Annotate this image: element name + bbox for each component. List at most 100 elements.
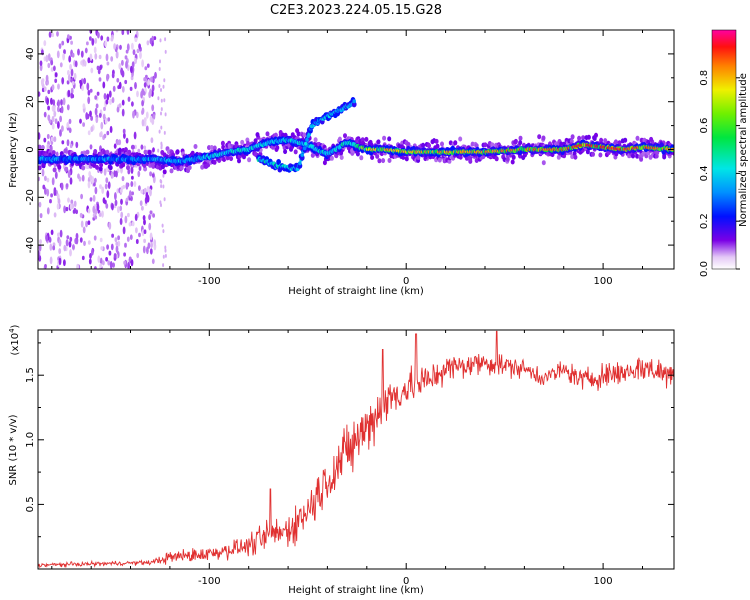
background-speckle — [162, 229, 165, 234]
background-speckle — [75, 232, 79, 240]
background-speckle — [121, 86, 125, 93]
background-speckle — [127, 262, 130, 269]
background-speckle — [141, 119, 145, 127]
background-speckle — [106, 93, 110, 101]
ridge-halo — [639, 156, 644, 162]
ridge-halo — [143, 149, 148, 155]
ridge-halo — [518, 135, 523, 141]
background-speckle — [72, 244, 75, 250]
ridge-halo — [581, 135, 586, 141]
background-speckle — [98, 54, 102, 60]
background-speckle — [138, 232, 141, 238]
background-speckle — [99, 132, 102, 138]
background-speckle — [83, 240, 86, 246]
background-speckle — [69, 143, 73, 149]
background-speckle — [132, 110, 135, 119]
background-speckle — [57, 83, 60, 90]
ridge-halo — [339, 155, 344, 160]
snr-ylabel: SNR (10 * v/v) — [8, 414, 19, 485]
ridge-halo — [453, 140, 458, 146]
background-speckle — [67, 197, 70, 203]
background-speckle — [57, 232, 60, 238]
background-speckle — [111, 233, 114, 238]
background-speckle — [147, 79, 151, 86]
background-speckle — [116, 78, 120, 83]
background-speckle — [87, 181, 91, 189]
colorbar-gradient — [711, 29, 737, 270]
ridge-halo — [613, 139, 618, 145]
ridge-halo — [93, 149, 98, 154]
background-speckle — [87, 96, 91, 105]
background-speckle — [139, 51, 142, 59]
background-speckle — [98, 77, 102, 82]
ridge-halo — [247, 157, 252, 163]
background-speckle — [137, 170, 141, 178]
background-speckle — [160, 141, 163, 146]
background-speckle — [97, 69, 101, 75]
background-speckle — [62, 97, 66, 106]
background-speckle — [128, 190, 132, 198]
background-speckle — [134, 57, 138, 64]
background-speckle — [66, 104, 70, 111]
background-speckle — [138, 166, 142, 171]
ridge-halo — [293, 149, 298, 155]
background-speckle — [92, 205, 96, 214]
background-speckle — [163, 98, 166, 103]
background-speckle — [57, 106, 60, 113]
background-speckle — [105, 177, 109, 184]
background-speckle — [106, 130, 110, 136]
background-speckle — [140, 90, 144, 99]
ridge-halo — [296, 131, 301, 137]
background-speckle — [65, 239, 69, 247]
background-speckle — [39, 60, 43, 66]
background-speckle — [54, 171, 58, 179]
background-speckle — [164, 49, 167, 54]
background-speckle — [103, 168, 107, 176]
background-speckle — [149, 188, 152, 197]
background-speckle — [70, 87, 74, 94]
background-speckle — [98, 212, 102, 217]
ridge-halo — [437, 157, 442, 163]
background-speckle — [102, 81, 106, 89]
background-speckle — [99, 184, 102, 189]
background-speckle — [58, 257, 62, 266]
snr-background — [38, 330, 674, 569]
background-speckle — [149, 88, 152, 97]
background-speckle — [42, 184, 46, 190]
background-speckle — [99, 263, 103, 269]
x-tick-label: 100 — [594, 276, 613, 287]
background-speckle — [52, 99, 56, 106]
background-speckle — [152, 213, 156, 218]
ridge-halo — [38, 150, 42, 156]
background-speckle — [127, 169, 131, 175]
background-speckle — [63, 205, 66, 214]
background-speckle — [162, 84, 165, 89]
background-speckle — [89, 144, 93, 150]
background-speckle — [134, 213, 138, 221]
background-speckle — [117, 206, 120, 214]
background-speckle — [89, 174, 93, 181]
background-speckle — [101, 210, 104, 218]
background-speckle — [44, 264, 47, 269]
background-speckle — [69, 35, 72, 40]
colorbar-tick-label: 0.8 — [699, 70, 710, 86]
branch-mark — [300, 152, 305, 157]
background-speckle — [122, 226, 126, 235]
background-speckle — [160, 88, 162, 92]
background-speckle — [135, 111, 139, 119]
ridge-halo — [150, 162, 155, 168]
background-speckle — [130, 166, 134, 174]
ridge-halo — [510, 159, 515, 165]
background-speckle — [109, 98, 112, 105]
background-speckle — [59, 129, 62, 137]
background-speckle — [70, 199, 74, 205]
background-speckle — [43, 111, 47, 118]
background-speckle — [58, 43, 62, 49]
background-speckle — [143, 77, 147, 82]
background-speckle — [160, 125, 163, 130]
background-speckle — [143, 145, 147, 150]
background-speckle — [158, 84, 161, 88]
background-speckle — [93, 46, 97, 54]
background-speckle — [140, 144, 144, 150]
